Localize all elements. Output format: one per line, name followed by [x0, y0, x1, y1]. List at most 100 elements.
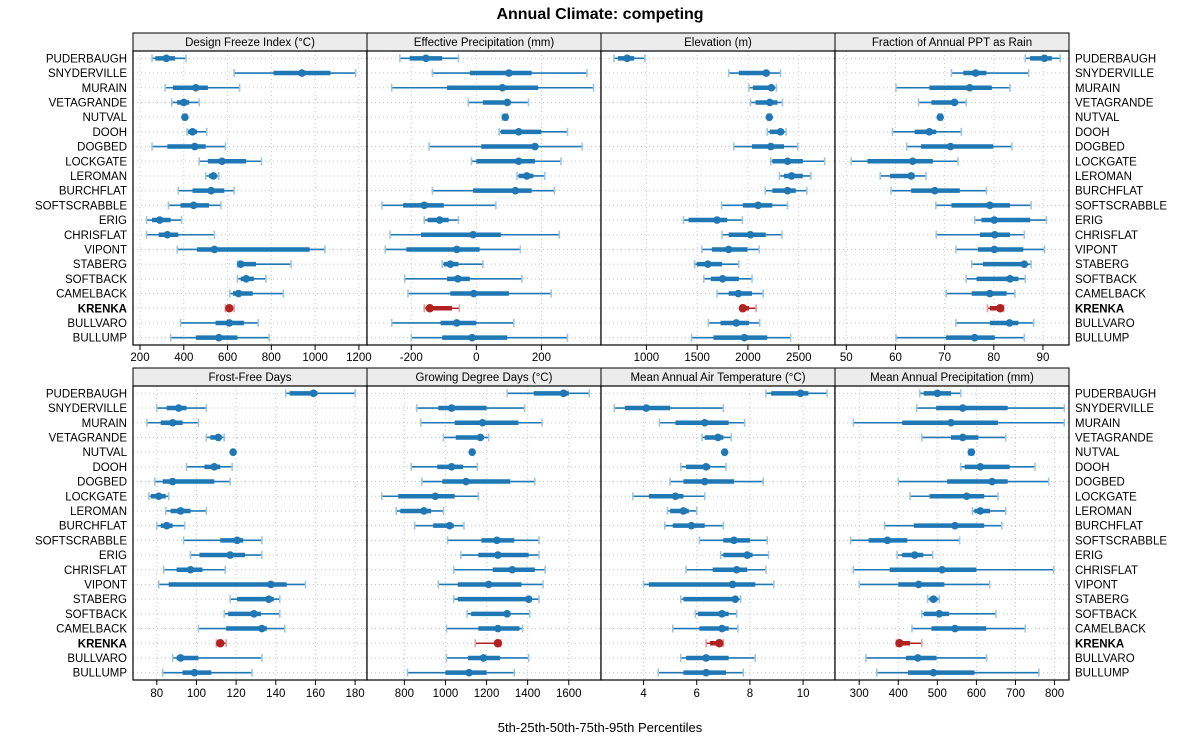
- site-label-vetagrande: VETAGRANDE: [1075, 97, 1154, 109]
- median-dot: [479, 654, 488, 662]
- percentile-row-dogbed-7: [897, 477, 1050, 486]
- median-dot: [514, 157, 523, 166]
- percentile-row-dooh-7: [959, 462, 1036, 471]
- axis-tick-label: 2000: [735, 352, 761, 364]
- median-dot: [493, 639, 503, 648]
- median-dot: [468, 448, 476, 456]
- percentile-row-puderbaugh-3: [1024, 54, 1061, 63]
- site-label-bullump: BULLUMP: [1075, 668, 1130, 680]
- median-dot: [478, 418, 487, 427]
- median-dot: [1005, 319, 1014, 327]
- percentile-row-leroman-6: [666, 506, 698, 515]
- axis-tick-label: 50: [840, 352, 853, 364]
- percentile-row-snyderville-7: [915, 404, 1066, 413]
- percentile-row-vetagrande-1: [467, 98, 530, 107]
- median-dot: [154, 492, 163, 501]
- median-dot: [258, 624, 266, 633]
- median-dot: [731, 595, 740, 603]
- percentile-row-murain-7: [852, 418, 1066, 427]
- site-label-bullvaro: BULLVARO: [1075, 318, 1135, 330]
- median-dot: [704, 260, 712, 268]
- median-dot: [743, 551, 752, 559]
- median-dot: [163, 230, 172, 239]
- percentile-row-bullvaro-4: [171, 653, 263, 662]
- axis-tick-label: 8: [747, 688, 753, 700]
- median-dot: [734, 289, 743, 298]
- percentile-row-nutval-5: [468, 448, 476, 457]
- median-dot: [990, 216, 999, 224]
- percentile-row-murain-0: [164, 83, 241, 92]
- axis-tick-label: 80: [150, 688, 163, 700]
- median-dot: [671, 492, 680, 501]
- percentile-row-softback-4: [223, 609, 281, 618]
- median-dot: [929, 668, 938, 677]
- percentile-row-softscrabble-1: [381, 201, 497, 210]
- percentile-row-bullvaro-3: [955, 318, 1035, 327]
- site-label-dogbed: DOGBED: [77, 477, 127, 489]
- median-dot: [242, 275, 250, 283]
- panel-title: Mean Annual Air Temperature (°C): [630, 372, 805, 384]
- axis-tick-label: 120: [227, 688, 246, 700]
- percentile-row-camelback-3: [945, 289, 1016, 298]
- site-label-lockgate: LOCKGATE: [65, 156, 127, 168]
- percentile-row-bullvaro-6: [679, 653, 757, 662]
- median-dot: [531, 142, 539, 151]
- median-dot: [914, 654, 922, 662]
- median-dot: [740, 333, 749, 342]
- site-label-erig: ERIG: [1075, 215, 1103, 227]
- median-dot: [1040, 54, 1049, 63]
- axis-tick-label: 1200: [346, 352, 372, 364]
- median-dot: [787, 172, 796, 180]
- median-dot: [642, 404, 651, 412]
- median-dot: [1006, 275, 1014, 283]
- median-dot: [162, 54, 171, 63]
- site-label-bullump: BULLUMP: [73, 668, 128, 680]
- median-dot: [234, 289, 243, 298]
- axis-tick-label: 200: [532, 352, 551, 364]
- site-label-nutval: NUTVAL: [82, 112, 127, 124]
- percentile-row-dooh-4: [185, 462, 233, 471]
- axis-caption: 5th-25th-50th-75th-95th Percentiles: [497, 720, 703, 735]
- percentile-row-krenka-1: [423, 304, 461, 313]
- percentile-row-camelback-0: [228, 289, 285, 298]
- median-dot: [702, 654, 710, 662]
- panel-2: Elevation (m) 1000 1500 2000 2500: [600, 32, 836, 364]
- median-dot: [493, 536, 501, 545]
- median-dot: [951, 624, 959, 633]
- axis-tick-label: 400: [889, 688, 908, 700]
- median-dot: [559, 389, 568, 398]
- median-dot: [265, 595, 273, 603]
- percentile-row-dogbed-2: [732, 142, 799, 151]
- percentile-row-vetagrande-2: [749, 98, 784, 107]
- median-dot: [988, 477, 996, 486]
- percentile-row-camelback-1: [407, 289, 553, 298]
- median-dot: [995, 304, 1005, 313]
- percentile-row-krenka-3: [986, 304, 1005, 313]
- median-dot: [420, 201, 429, 210]
- median-dot: [914, 580, 923, 589]
- median-dot: [225, 319, 234, 327]
- site-label-leroman: LEROMAN: [70, 506, 127, 518]
- median-dot: [990, 245, 999, 254]
- percentile-row-nutval-7: [967, 448, 976, 457]
- panel-title: Effective Precipitation (mm): [414, 37, 555, 49]
- median-dot: [225, 304, 234, 313]
- chart-title: Annual Climate: competing: [496, 6, 704, 23]
- median-dot: [958, 404, 967, 412]
- median-dot: [155, 216, 164, 224]
- percentile-row-murain-3: [895, 83, 1011, 92]
- site-label-chrisflat: CHRISFLAT: [1075, 565, 1138, 577]
- percentile-row-erig-5: [460, 551, 540, 560]
- median-dot: [524, 595, 533, 603]
- axis-tick-label: 1600: [556, 688, 582, 700]
- axis-tick-label: 1000: [634, 352, 660, 364]
- percentile-row-vipont-1: [384, 245, 522, 254]
- site-label-krenka: KRENKA: [78, 303, 127, 315]
- site-label-murain: MURAIN: [1075, 418, 1120, 430]
- percentile-row-snyderville-0: [233, 69, 357, 78]
- median-dot: [210, 245, 219, 254]
- axis-tick-label: 700: [1006, 688, 1025, 700]
- percentile-row-erig-2: [682, 216, 744, 225]
- site-label-vipont: VIPONT: [1075, 579, 1118, 591]
- median-dot: [420, 507, 428, 515]
